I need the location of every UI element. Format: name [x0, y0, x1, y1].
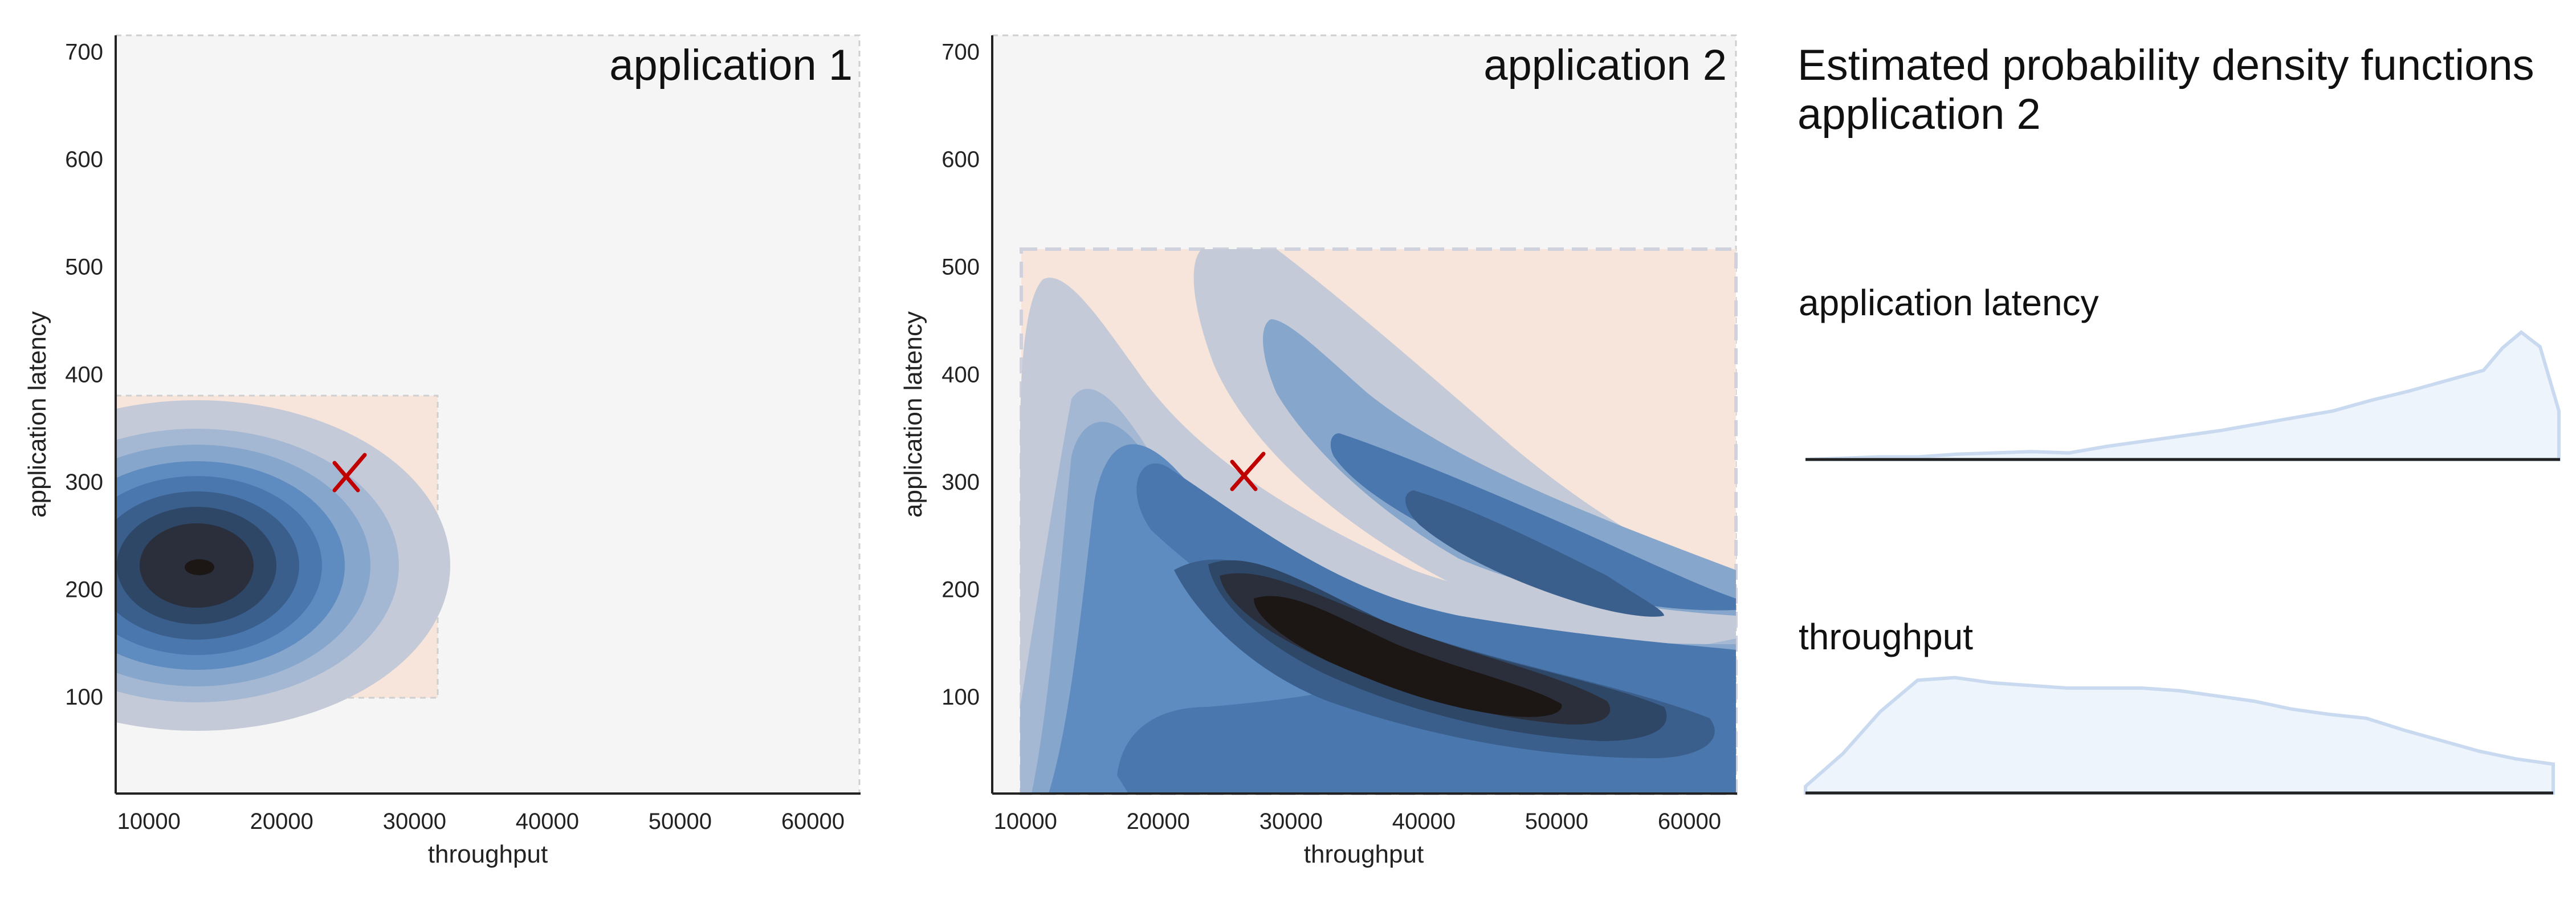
- x-axis-label: throughput: [428, 840, 548, 868]
- y-axis-label: application latency: [899, 311, 927, 518]
- contour-level-5: [1330, 433, 1736, 611]
- x-axis-label: throughput: [1304, 840, 1424, 868]
- x-tick-label: 40000: [516, 809, 579, 834]
- densities-title: Estimated probability density functions a…: [1798, 41, 2534, 139]
- y-tick-label: 200: [65, 577, 103, 603]
- x-tick-label: 40000: [1392, 809, 1456, 834]
- y-tick-label: 200: [941, 577, 980, 603]
- marker-x: [1230, 452, 1266, 491]
- y-tick-label: 600: [941, 147, 980, 172]
- y-tick-label: 700: [65, 39, 103, 64]
- x-tick-label: 20000: [250, 809, 313, 834]
- panel-title: application 2: [1483, 41, 1727, 90]
- panel-title: application 1: [609, 41, 853, 90]
- latency-density-curve: [1805, 330, 2561, 461]
- x-tick-labels: 10000 20000 30000 40000 50000 60000: [994, 809, 1721, 834]
- y-tick-label: 100: [65, 685, 103, 710]
- y-tick-label: 400: [941, 362, 980, 387]
- x-tick-label: 50000: [649, 809, 712, 834]
- densities-title-line: Estimated probability density functions: [1798, 41, 2534, 90]
- x-tick-label: 20000: [1127, 809, 1190, 834]
- chart-panel-densities: Estimated probability density functions a…: [1798, 41, 2561, 795]
- density-contours: [116, 400, 450, 731]
- density-contours: [1020, 249, 1736, 794]
- contour-level-9: [1254, 596, 1562, 717]
- y-axis-label: application latency: [23, 311, 51, 518]
- y-tick-label: 500: [65, 255, 103, 280]
- x-tick-label: 50000: [1525, 809, 1588, 834]
- throughput-density-curve: [1804, 676, 2555, 795]
- contour-level-6: [1405, 490, 1664, 617]
- x-tick-label: 30000: [1260, 809, 1323, 834]
- y-tick-label: 500: [941, 255, 980, 280]
- y-tick-label: 700: [941, 39, 980, 64]
- contour-level-3: [1263, 319, 1736, 616]
- x-tick-labels: 10000 20000 30000 40000 50000 60000: [117, 809, 845, 834]
- x-tick-label: 30000: [383, 809, 446, 834]
- x-tick-label: 60000: [1658, 809, 1721, 834]
- densities-title-line: application 2: [1798, 90, 2041, 139]
- marker-x: [332, 453, 367, 493]
- x-tick-label: 10000: [994, 809, 1057, 834]
- y-tick-label: 300: [65, 470, 103, 495]
- chart-panel-application-2: 100 200 300 400 500 600 700 10000 20000 30000 400…: [899, 34, 1738, 868]
- y-tick-label: 100: [941, 685, 980, 710]
- y-tick-labels: 100 200 300 400 500 600 700: [941, 39, 980, 710]
- throughput-density-label: throughput: [1799, 616, 1973, 657]
- chart-panel-application-1: 100 200 300 400 500 600 700 10000 20000 30000 400…: [23, 34, 861, 868]
- y-tick-label: 400: [65, 362, 103, 387]
- y-tick-label: 300: [941, 470, 980, 495]
- x-tick-label: 10000: [117, 809, 181, 834]
- latency-density-label: application latency: [1799, 282, 2099, 323]
- y-tick-label: 600: [65, 147, 103, 172]
- x-tick-label: 60000: [781, 809, 845, 834]
- contour-level-9: [185, 559, 214, 575]
- y-tick-labels: 100 200 300 400 500 600 700: [65, 39, 103, 710]
